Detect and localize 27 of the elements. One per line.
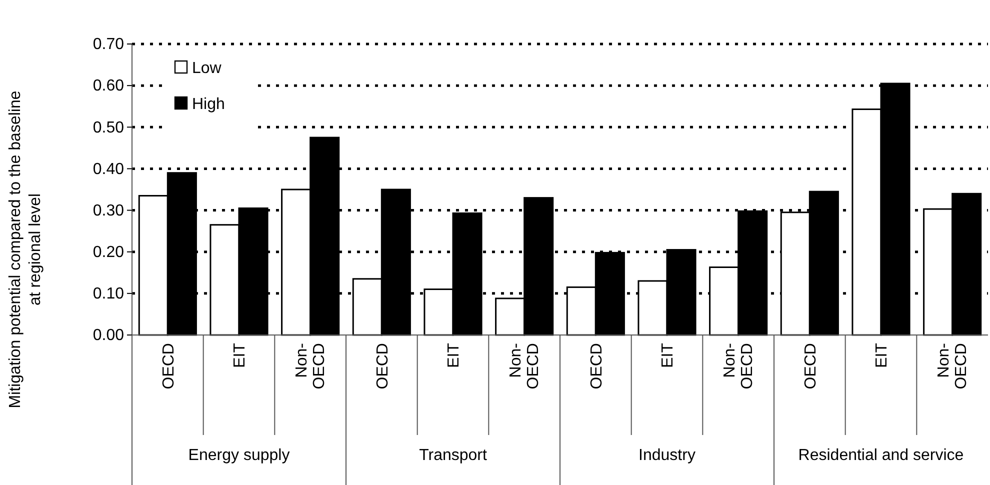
x-tick-label: Non-OECD bbox=[507, 343, 542, 390]
y-axis-title: Mitigation potential compared to the baseline at regional level bbox=[7, 90, 44, 408]
y-tick-label: 0.50 bbox=[92, 119, 124, 136]
x-tick-label: Non-OECD bbox=[935, 343, 970, 390]
y-tick-label: 0.00 bbox=[92, 327, 124, 344]
x-tick-label: Non-OECD bbox=[293, 343, 328, 390]
x-tick-label: OECD bbox=[374, 343, 392, 390]
x-tick-label: OECD bbox=[160, 343, 178, 390]
x-tick-label: EIT bbox=[232, 342, 249, 368]
text: Energy supply bbox=[188, 447, 290, 464]
y-tick-label: 0.30 bbox=[92, 202, 124, 220]
x-tick-label: EIT bbox=[660, 342, 677, 368]
x-tick-label: EIT bbox=[446, 342, 463, 368]
y-tick-label: 0.70 bbox=[92, 36, 124, 54]
legend-label: High bbox=[192, 96, 225, 113]
x-tick-label: EIT bbox=[874, 342, 891, 368]
x-tick-label: OECD bbox=[802, 343, 820, 390]
y-tick-label: 0.10 bbox=[92, 286, 124, 303]
text: Residential and service bbox=[798, 447, 964, 464]
legend-label: Low bbox=[192, 60, 222, 77]
x-tick-label: Non-OECD bbox=[721, 343, 756, 390]
y-tick-label: 0.40 bbox=[92, 160, 124, 178]
y-tick-label: 0.60 bbox=[92, 78, 124, 95]
y-tick-label: 0.20 bbox=[92, 244, 124, 261]
text: Transport bbox=[419, 447, 488, 464]
x-tick-label: OECD bbox=[588, 343, 606, 390]
text: Industry bbox=[638, 447, 696, 464]
